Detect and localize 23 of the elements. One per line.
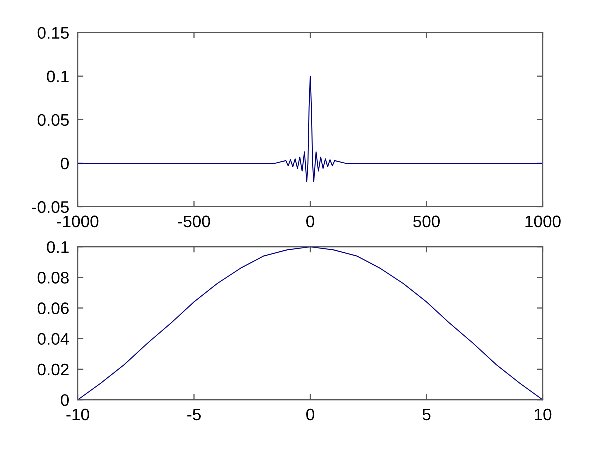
line-series — [78, 247, 543, 400]
x-tick-label: 5 — [422, 408, 431, 421]
y-tick-label: 0.04 — [38, 333, 70, 346]
y-tick-label: 0.05 — [38, 114, 69, 126]
y-tick-label: 0 — [61, 158, 70, 170]
y-tick-label: 0.08 — [38, 272, 69, 284]
y-tick-label: 0.06 — [38, 302, 69, 314]
x-tick-label: -10 — [66, 408, 90, 421]
y-tick-label: 0.15 — [38, 27, 69, 40]
x-tick-label: -1000 — [57, 216, 99, 228]
x-tick-label: 500 — [414, 216, 440, 228]
x-tick-label: 10 — [535, 408, 552, 421]
x-tick-label: 0 — [306, 216, 314, 228]
x-tick-label: -500 — [178, 216, 210, 228]
x-tick-label: 1000 — [526, 216, 561, 228]
y-tick-label: -0.05 — [32, 201, 69, 214]
y-tick-label: 0 — [61, 394, 70, 406]
y-tick-label: 0.1 — [47, 70, 69, 83]
line-series — [78, 76, 543, 182]
y-tick-label: 0.1 — [47, 241, 69, 254]
y-tick-label: 0.02 — [38, 364, 69, 376]
x-tick-label: 0 — [306, 408, 314, 421]
x-tick-label: -5 — [188, 408, 201, 421]
